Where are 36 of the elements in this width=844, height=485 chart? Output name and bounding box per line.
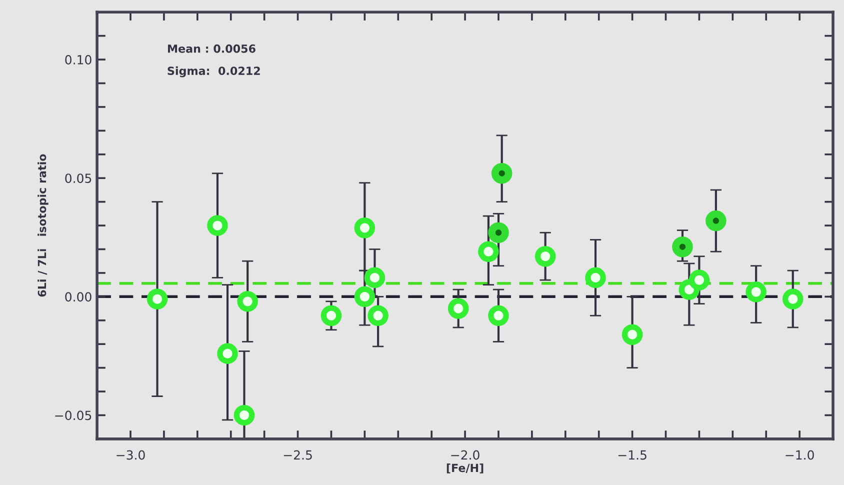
point (622, 324, 643, 345)
y-tick-label: 0.05 (65, 174, 92, 184)
y-tick-label: −0.05 (55, 410, 92, 420)
y-tick-label: 0.00 (65, 292, 92, 302)
x-tick-label: −2.5 (284, 450, 312, 460)
point (146, 288, 168, 310)
x-tick-label: −3.0 (116, 450, 145, 460)
point (706, 210, 726, 232)
point (364, 267, 386, 288)
point (488, 222, 509, 244)
point (746, 282, 766, 302)
point (234, 404, 255, 426)
point (782, 288, 804, 310)
point (585, 267, 606, 288)
annotation: Sigma: 0.0212 (168, 66, 260, 78)
y-axis-title: 6Li / 7Li isotopic ratio (38, 154, 48, 297)
point (217, 343, 238, 364)
y-tick-label: 0.10 (65, 55, 92, 64)
x-tick-label: −1.0 (786, 450, 814, 460)
x-tick-label: −2.0 (451, 450, 480, 460)
point (354, 218, 376, 238)
point (491, 162, 512, 184)
point (534, 246, 556, 267)
point (688, 270, 710, 290)
point (448, 298, 469, 319)
point (354, 286, 376, 308)
point (207, 215, 228, 236)
point (672, 236, 693, 258)
annotation: Mean : 0.0056 (168, 44, 256, 53)
point (368, 305, 388, 326)
point (478, 241, 499, 262)
x-tick-label: −1.5 (618, 450, 646, 460)
point (320, 305, 342, 326)
x-axis-title: [Fe/H] (446, 464, 484, 474)
point (237, 291, 258, 312)
point (488, 305, 509, 326)
